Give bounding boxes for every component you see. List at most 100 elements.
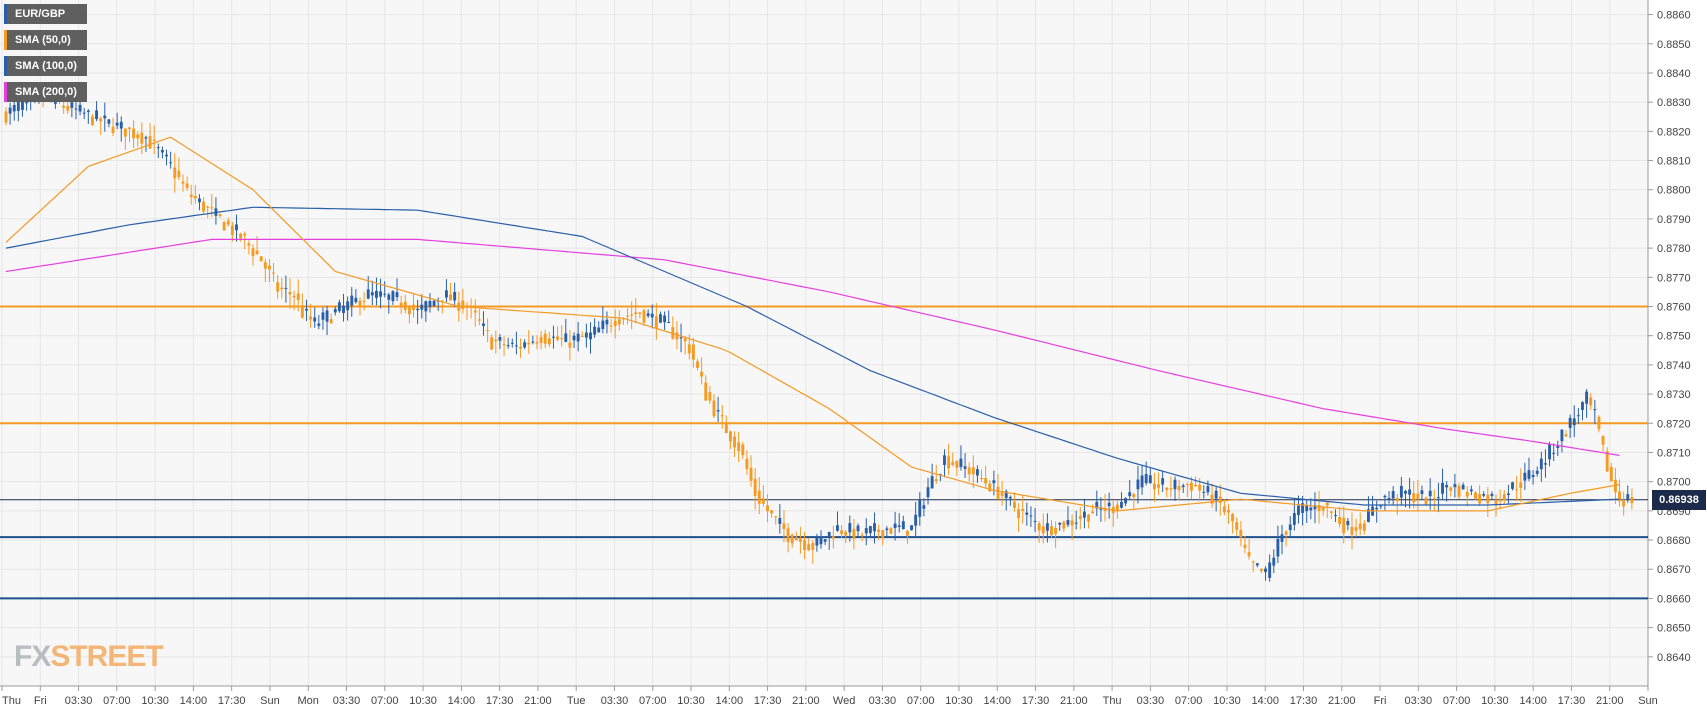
candle-body — [1478, 493, 1482, 504]
candle-body — [1523, 472, 1527, 481]
candle-body — [510, 342, 514, 344]
legend-sma50[interactable]: SMA (50,0) — [4, 30, 87, 50]
candle-body — [877, 529, 881, 533]
candle-body — [123, 128, 127, 137]
candle-body — [148, 136, 152, 149]
candle-body — [1416, 493, 1420, 500]
candle-body — [564, 333, 568, 342]
candle-body — [798, 538, 802, 542]
candle-body — [885, 528, 889, 530]
candle-body — [230, 225, 234, 235]
candle-body — [1247, 552, 1251, 557]
candle-body — [650, 313, 654, 318]
y-tick-label: 0.8640 — [1657, 652, 1691, 664]
x-tick-label: 10:30 — [1213, 695, 1241, 707]
candle-body — [1029, 515, 1033, 517]
candle-body — [1206, 486, 1210, 493]
candle-body — [1074, 522, 1078, 524]
candle-body — [560, 338, 564, 340]
candle-body — [971, 467, 975, 475]
y-tick-label: 0.8710 — [1657, 447, 1691, 459]
candle-body — [539, 336, 543, 343]
candle-body — [827, 532, 831, 537]
x-tick-label: Mon — [298, 695, 319, 707]
legend-sma100[interactable]: SMA (100,0) — [4, 56, 87, 76]
y-tick-label: 0.8730 — [1657, 389, 1691, 401]
x-tick-label: Sun — [260, 695, 280, 707]
candle-body — [1082, 511, 1086, 518]
candle-body — [712, 400, 716, 417]
candle-body — [128, 127, 131, 129]
candle-body — [119, 121, 123, 129]
candle-body — [210, 207, 214, 209]
candle-body — [992, 480, 996, 484]
candle-body — [333, 308, 337, 313]
candle-body — [412, 304, 415, 310]
candle-body — [12, 105, 16, 112]
candle-body — [638, 312, 642, 315]
candle-body — [1354, 527, 1358, 531]
candle-body — [601, 320, 605, 329]
candle-body — [1190, 482, 1193, 491]
candle-body — [477, 319, 481, 321]
candle-body — [1329, 511, 1333, 513]
candle-body — [543, 333, 547, 344]
x-tick-label: 21:00 — [1060, 695, 1088, 707]
legend-symbol[interactable]: EUR/GBP — [4, 4, 87, 24]
candle-body — [552, 336, 555, 338]
candle-body — [589, 332, 592, 340]
candle-body — [1157, 484, 1160, 488]
candle-body — [379, 291, 383, 297]
candle-body — [99, 118, 103, 122]
y-tick-label: 0.8810 — [1657, 156, 1691, 168]
candle-body — [1383, 495, 1387, 498]
candle-body — [267, 265, 271, 270]
candle-body — [1412, 493, 1416, 503]
candle-body — [856, 525, 860, 532]
candle-body — [403, 301, 407, 310]
candle-body — [535, 342, 539, 344]
x-tick-label: 17:30 — [754, 695, 782, 707]
y-tick-label: 0.8680 — [1657, 535, 1691, 547]
candle-body — [1087, 514, 1090, 522]
candle-body — [272, 272, 275, 274]
candle-body — [1613, 479, 1617, 493]
candle-body — [663, 315, 667, 323]
candle-body — [1264, 568, 1267, 572]
candle-body — [132, 128, 136, 139]
candle-body — [309, 316, 313, 320]
candle-body — [218, 214, 222, 216]
legend-sma200[interactable]: SMA (200,0) — [4, 82, 87, 102]
candle-body — [1103, 507, 1107, 512]
candle-body — [1527, 470, 1531, 479]
x-tick-label: 14:00 — [180, 695, 208, 707]
x-tick-label: 21:00 — [792, 695, 820, 707]
candle-body — [1239, 529, 1243, 538]
candle-body — [1502, 494, 1506, 501]
candle-body — [766, 505, 769, 512]
candle-body — [572, 335, 576, 341]
candle-body — [1198, 484, 1202, 491]
candle-body — [1066, 520, 1070, 525]
candle-body — [70, 102, 74, 108]
candle-body — [66, 105, 70, 111]
candle-body — [1539, 458, 1543, 470]
candle-body — [720, 414, 724, 417]
candle-body — [144, 137, 148, 139]
candle-body — [346, 301, 350, 311]
x-tick-label: 17:30 — [218, 695, 246, 707]
x-tick-label: 03:30 — [1405, 695, 1433, 707]
candle-body — [259, 256, 263, 262]
candle-body — [1544, 463, 1547, 465]
candle-body — [609, 325, 613, 327]
candle-body — [1436, 497, 1440, 499]
candle-body — [1391, 491, 1395, 499]
x-tick-label: 17:30 — [486, 695, 514, 707]
candle-body — [975, 469, 979, 476]
candle-body — [1626, 494, 1630, 501]
candle-body — [1181, 485, 1185, 488]
candle-body — [901, 521, 905, 530]
candle-body — [1120, 501, 1123, 508]
candle-body — [181, 181, 185, 184]
x-tick-label: 07:00 — [371, 695, 399, 707]
